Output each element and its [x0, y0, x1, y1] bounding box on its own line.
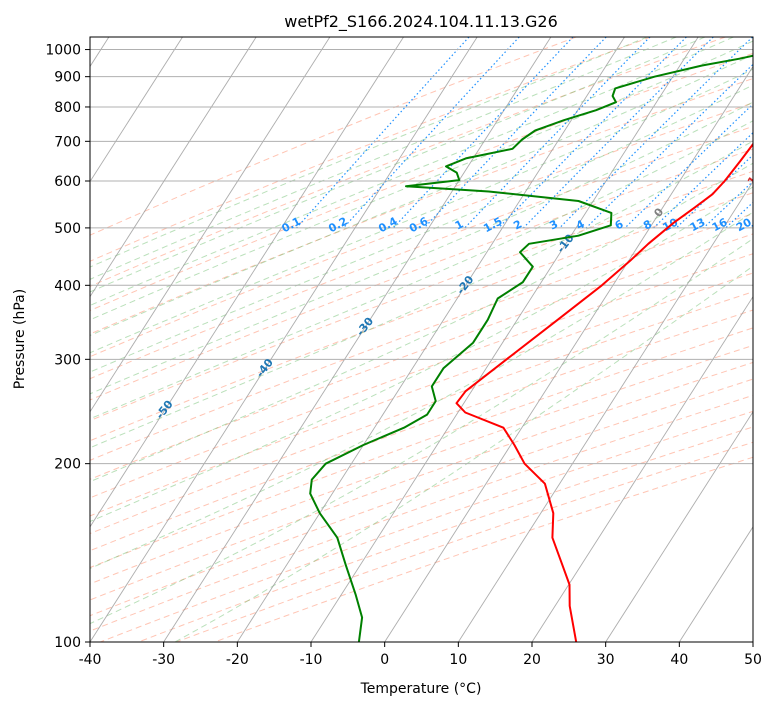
x-tick-label: 20: [523, 652, 541, 668]
y-axis-title: Pressure (hPa): [12, 289, 28, 389]
temperature-profile-line: [455, 142, 753, 642]
mixing-ratio-label: 13: [688, 216, 708, 235]
isotherm-line: [310, 37, 699, 642]
dry-adiabat-line: [90, 344, 753, 585]
dry-adiabat-line: [90, 378, 753, 617]
pressure-gridlines: [90, 49, 753, 642]
dry-adiabat-line: [90, 213, 753, 461]
background-lines: [90, 37, 753, 642]
mixing-ratio-line: [498, 37, 687, 229]
dry-adiabat-line: [90, 394, 753, 632]
y-tick-label: 400: [54, 278, 81, 294]
dry-adiabat-line: [90, 102, 753, 358]
moist-adiabat-line: [90, 37, 734, 307]
y-tick-label: 300: [54, 352, 81, 368]
moist-adiabat-line: [90, 68, 753, 354]
isotherm-line: [384, 65, 753, 642]
mixing-ratio-label: 25: [759, 216, 775, 235]
dry-adiabat-line: [90, 361, 753, 601]
isotherm-line: [531, 295, 753, 642]
mixing-ratio-line: [624, 103, 753, 229]
mixing-ratio-label: 16: [710, 215, 730, 234]
mixing-ratio-line: [392, 37, 574, 229]
isotherm-line: [90, 37, 183, 183]
y-tick-label: 800: [54, 100, 81, 116]
mixing-ratio-line: [464, 37, 651, 229]
moist-adiabat-line: [90, 120, 753, 420]
isotherm-line: [752, 641, 753, 642]
chart-title: wetPf2_S166.2024.104.11.13.G26: [284, 12, 558, 32]
plot-frame: [89, 36, 754, 643]
y-tick-label: 700: [54, 134, 81, 150]
x-tick-label: -40: [79, 652, 102, 668]
y-tick-label: 900: [54, 70, 81, 86]
moist-adiabat-line: [90, 162, 753, 483]
x-tick-label: 40: [670, 652, 688, 668]
moist-adiabat-line: [90, 84, 753, 373]
dry-adiabat-line: [90, 309, 753, 552]
dry-adiabat-line: [90, 77, 753, 335]
x-axis-ticks: -40 -30 -20 -10 0 10 20 30 40 50: [79, 642, 762, 668]
dry-adiabat-line: [90, 327, 753, 569]
moist-adiabat-line: [90, 40, 753, 321]
mixing-ratio-line: [585, 63, 753, 229]
y-tick-label: 1000: [45, 43, 81, 59]
isotherm-line: [90, 37, 478, 642]
isotherm-line: [678, 526, 753, 642]
dry-adiabat-line: [90, 37, 726, 287]
isotherm-line: [90, 37, 404, 528]
isotherm-line: [605, 410, 753, 642]
isotherm-line: [90, 37, 257, 298]
dry-adiabat-line: [90, 170, 753, 422]
mixing-ratio-line: [342, 37, 520, 229]
x-tick-label: 50: [744, 652, 762, 668]
x-tick-label: -30: [152, 652, 175, 668]
y-axis-ticks: 100 200 300 400 500 600 700 800 900 1000: [45, 43, 90, 651]
moist-adiabat-line: [90, 37, 648, 268]
mixing-ratio-line: [423, 37, 607, 229]
moist-adiabat-line: [90, 37, 677, 280]
y-tick-label: 600: [54, 174, 81, 190]
isotherm-label: 10: [745, 168, 765, 188]
dry-adiabat-line: [90, 148, 753, 401]
x-tick-label: -10: [300, 652, 323, 668]
dry-adiabat-line: [90, 37, 651, 262]
x-tick-label: 0: [380, 652, 389, 668]
x-axis-title: Temperature (°C): [360, 681, 482, 697]
dry-adiabat-line: [90, 192, 753, 442]
x-tick-label: 10: [449, 652, 467, 668]
moist-adiabat-line: [90, 140, 753, 449]
isotherm-line: [163, 37, 552, 642]
dry-adiabat-line: [90, 233, 753, 480]
isotherm-line: [90, 37, 331, 413]
isotherm-line: [236, 37, 625, 642]
mixing-ratio-label: 20: [734, 215, 754, 234]
mixing-ratio-line: [522, 37, 714, 229]
mixing-ratio-line: [703, 180, 753, 229]
profile-lines: [309, 54, 753, 642]
y-tick-label: 200: [54, 457, 81, 473]
dry-adiabat-line: [90, 291, 753, 535]
dewpoint-profile-line: [309, 54, 753, 642]
dry-adiabat-line: [90, 272, 753, 517]
y-tick-label: 500: [54, 221, 81, 237]
x-tick-label: -20: [226, 652, 249, 668]
mixing-ratio-line: [749, 224, 753, 229]
y-tick-label: 100: [54, 635, 81, 651]
moist-adiabat-line: [90, 101, 753, 395]
x-tick-label: 30: [597, 652, 615, 668]
isotherm-line: [457, 180, 753, 642]
dry-adiabat-line: [90, 125, 753, 380]
